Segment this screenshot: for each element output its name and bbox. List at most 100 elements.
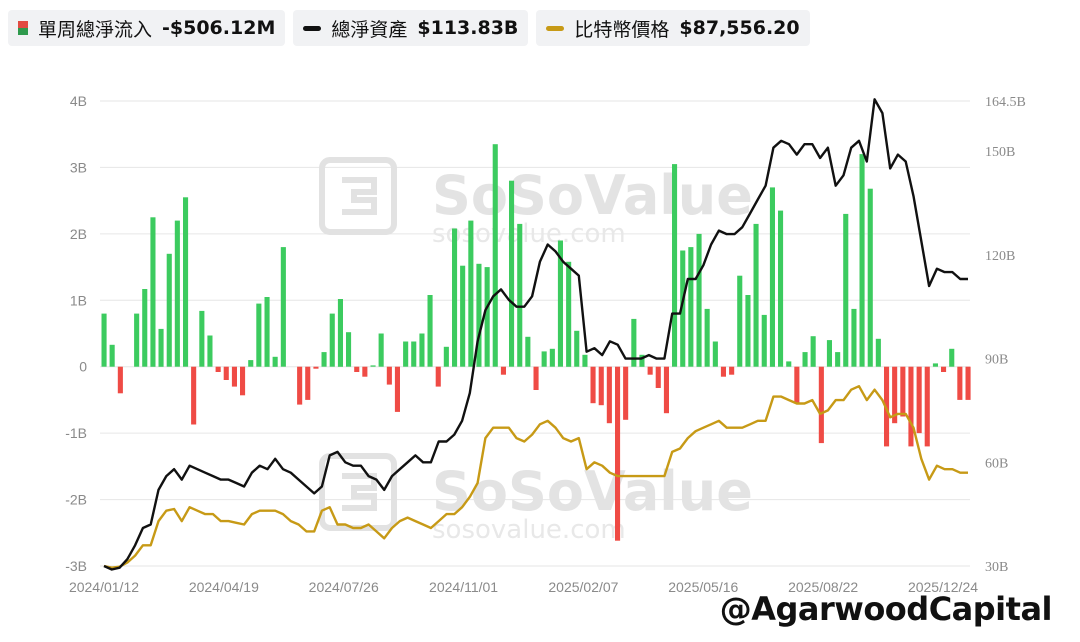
left-axis-tick-label: 3B [70,159,87,175]
inflow-bar [321,352,327,367]
outflow-bar [191,366,197,425]
inflow-bar [452,228,458,367]
x-axis-ticks: 2024/01/12 2024/04/19 2024/07/26 2024/11/01… [69,579,978,595]
inflow-bar [582,354,588,367]
x-axis-tick-label: 2025/08/22 [788,579,858,595]
inflow-bar [875,338,881,367]
inflow-bar [851,308,857,367]
inflow-bar [688,247,694,367]
left-axis-tick-label: -2B [65,492,87,508]
inflow-bar [158,328,164,367]
outflow-bar [533,366,539,390]
inflow-bar [460,265,466,367]
outflow-bar [297,366,303,405]
x-axis-tick-label: 2024/07/26 [309,579,379,595]
inflow-bar [835,352,841,367]
inflow-bar [859,154,865,367]
author-credit: @AgarwoodCapital [719,590,1053,628]
left-axis-ticks: -3B -2B -1B 0 1B 2B 3B 4B [65,93,87,574]
inflow-bar [745,295,751,367]
right-axis-tick-label: 60B [985,456,1008,471]
legend-price-label: 比特幣價格 [574,18,670,41]
inflow-bar [174,220,180,367]
inflow-bar [150,217,156,367]
inflow-bar [109,344,115,367]
legend-weekly-net-inflow[interactable]: 單周總淨流入 -$506.12M [8,10,286,46]
grid-lines [100,100,970,567]
inflow-bar [411,341,417,367]
inflow-bar [566,261,572,367]
legend-total-net-assets[interactable]: 總淨資產 $113.83B [293,10,529,46]
right-axis-tick-label: 120B [985,249,1015,264]
x-axis-tick-label: 2025/12/24 [908,579,978,595]
outflow-bar [500,366,506,375]
left-axis-tick-label: 2B [70,226,87,242]
inflow-bar [672,164,678,367]
legend-btc-price[interactable]: 比特幣價格 $87,556.20 [536,10,810,46]
outflow-bar [655,366,661,388]
inflow-bar [166,253,172,367]
outflow-bar [117,366,123,394]
outflow-bar [231,366,237,387]
inflow-bar [248,360,254,367]
x-axis-tick-label: 2024/11/01 [429,579,498,595]
inflow-bar [680,250,686,367]
outflow-bar [794,366,800,404]
inflow-bar [264,297,270,367]
inflow-bar [802,352,808,367]
x-axis-tick-label: 2025/02/07 [548,579,618,595]
outflow-bar [305,366,311,400]
right-axis-tick-label: 150B [985,145,1015,160]
x-axis-tick-label: 2025/05/16 [668,579,738,595]
watermark-url-bottom: sosovalue.com [432,515,626,545]
outflow-bar [223,366,229,380]
inflow-bar [517,223,523,367]
legend-price-value: $87,556.20 [679,17,800,39]
outflow-bar [590,366,596,404]
inflow-bar [142,289,148,367]
line-series [103,98,968,571]
inflow-bar [753,223,759,367]
right-axis-ticks: 30B 60B 90B 120B 150B 164.5B [985,95,1026,575]
outflow-bar [924,366,930,447]
watermark-logo-icon [319,157,397,235]
outflow-bar [394,366,400,412]
inflow-bar [778,210,784,367]
inflow-bar [183,197,189,367]
left-axis-tick-label: -3B [65,558,87,574]
watermark-bottom: SoSoValue sosovalue.com [319,453,753,545]
x-axis-tick-label: 2024/04/19 [189,579,259,595]
left-axis-tick-label: 0 [79,359,87,375]
inflow-outflow-swatch-icon [18,21,28,35]
inflow-bar [843,213,849,367]
outflow-bar [729,366,735,375]
right-axis-tick-label: 90B [985,353,1008,368]
outflow-bar [957,366,963,400]
legend-flow-label: 單周總淨流入 [38,18,153,41]
inflow-bar [207,335,213,367]
left-axis-tick-label: 1B [70,292,87,308]
outflow-bar [892,366,898,424]
inflow-bar [810,336,816,367]
inflow-bar [337,299,343,367]
outflow-bar [663,366,669,414]
inflow-bar [557,240,563,367]
inflow-bar [509,180,515,367]
inflow-bar [272,356,278,367]
inflow-bar [769,187,775,367]
inflow-bar [737,275,743,367]
inflow-bar [949,348,955,367]
inflow-bar [631,318,637,367]
inflow-bar [574,330,580,367]
inflow-bar [101,313,107,367]
outflow-bar [916,366,922,434]
watermark-brand-top: SoSoValue [432,164,753,227]
weekly-flow-bars [101,144,971,541]
inflow-bar [378,333,384,367]
outflow-bar [818,366,824,444]
outflow-bar [362,366,368,377]
watermark-url-top: sosovalue.com [432,219,626,249]
inflow-bar [419,333,425,367]
inflow-bar [932,363,938,367]
